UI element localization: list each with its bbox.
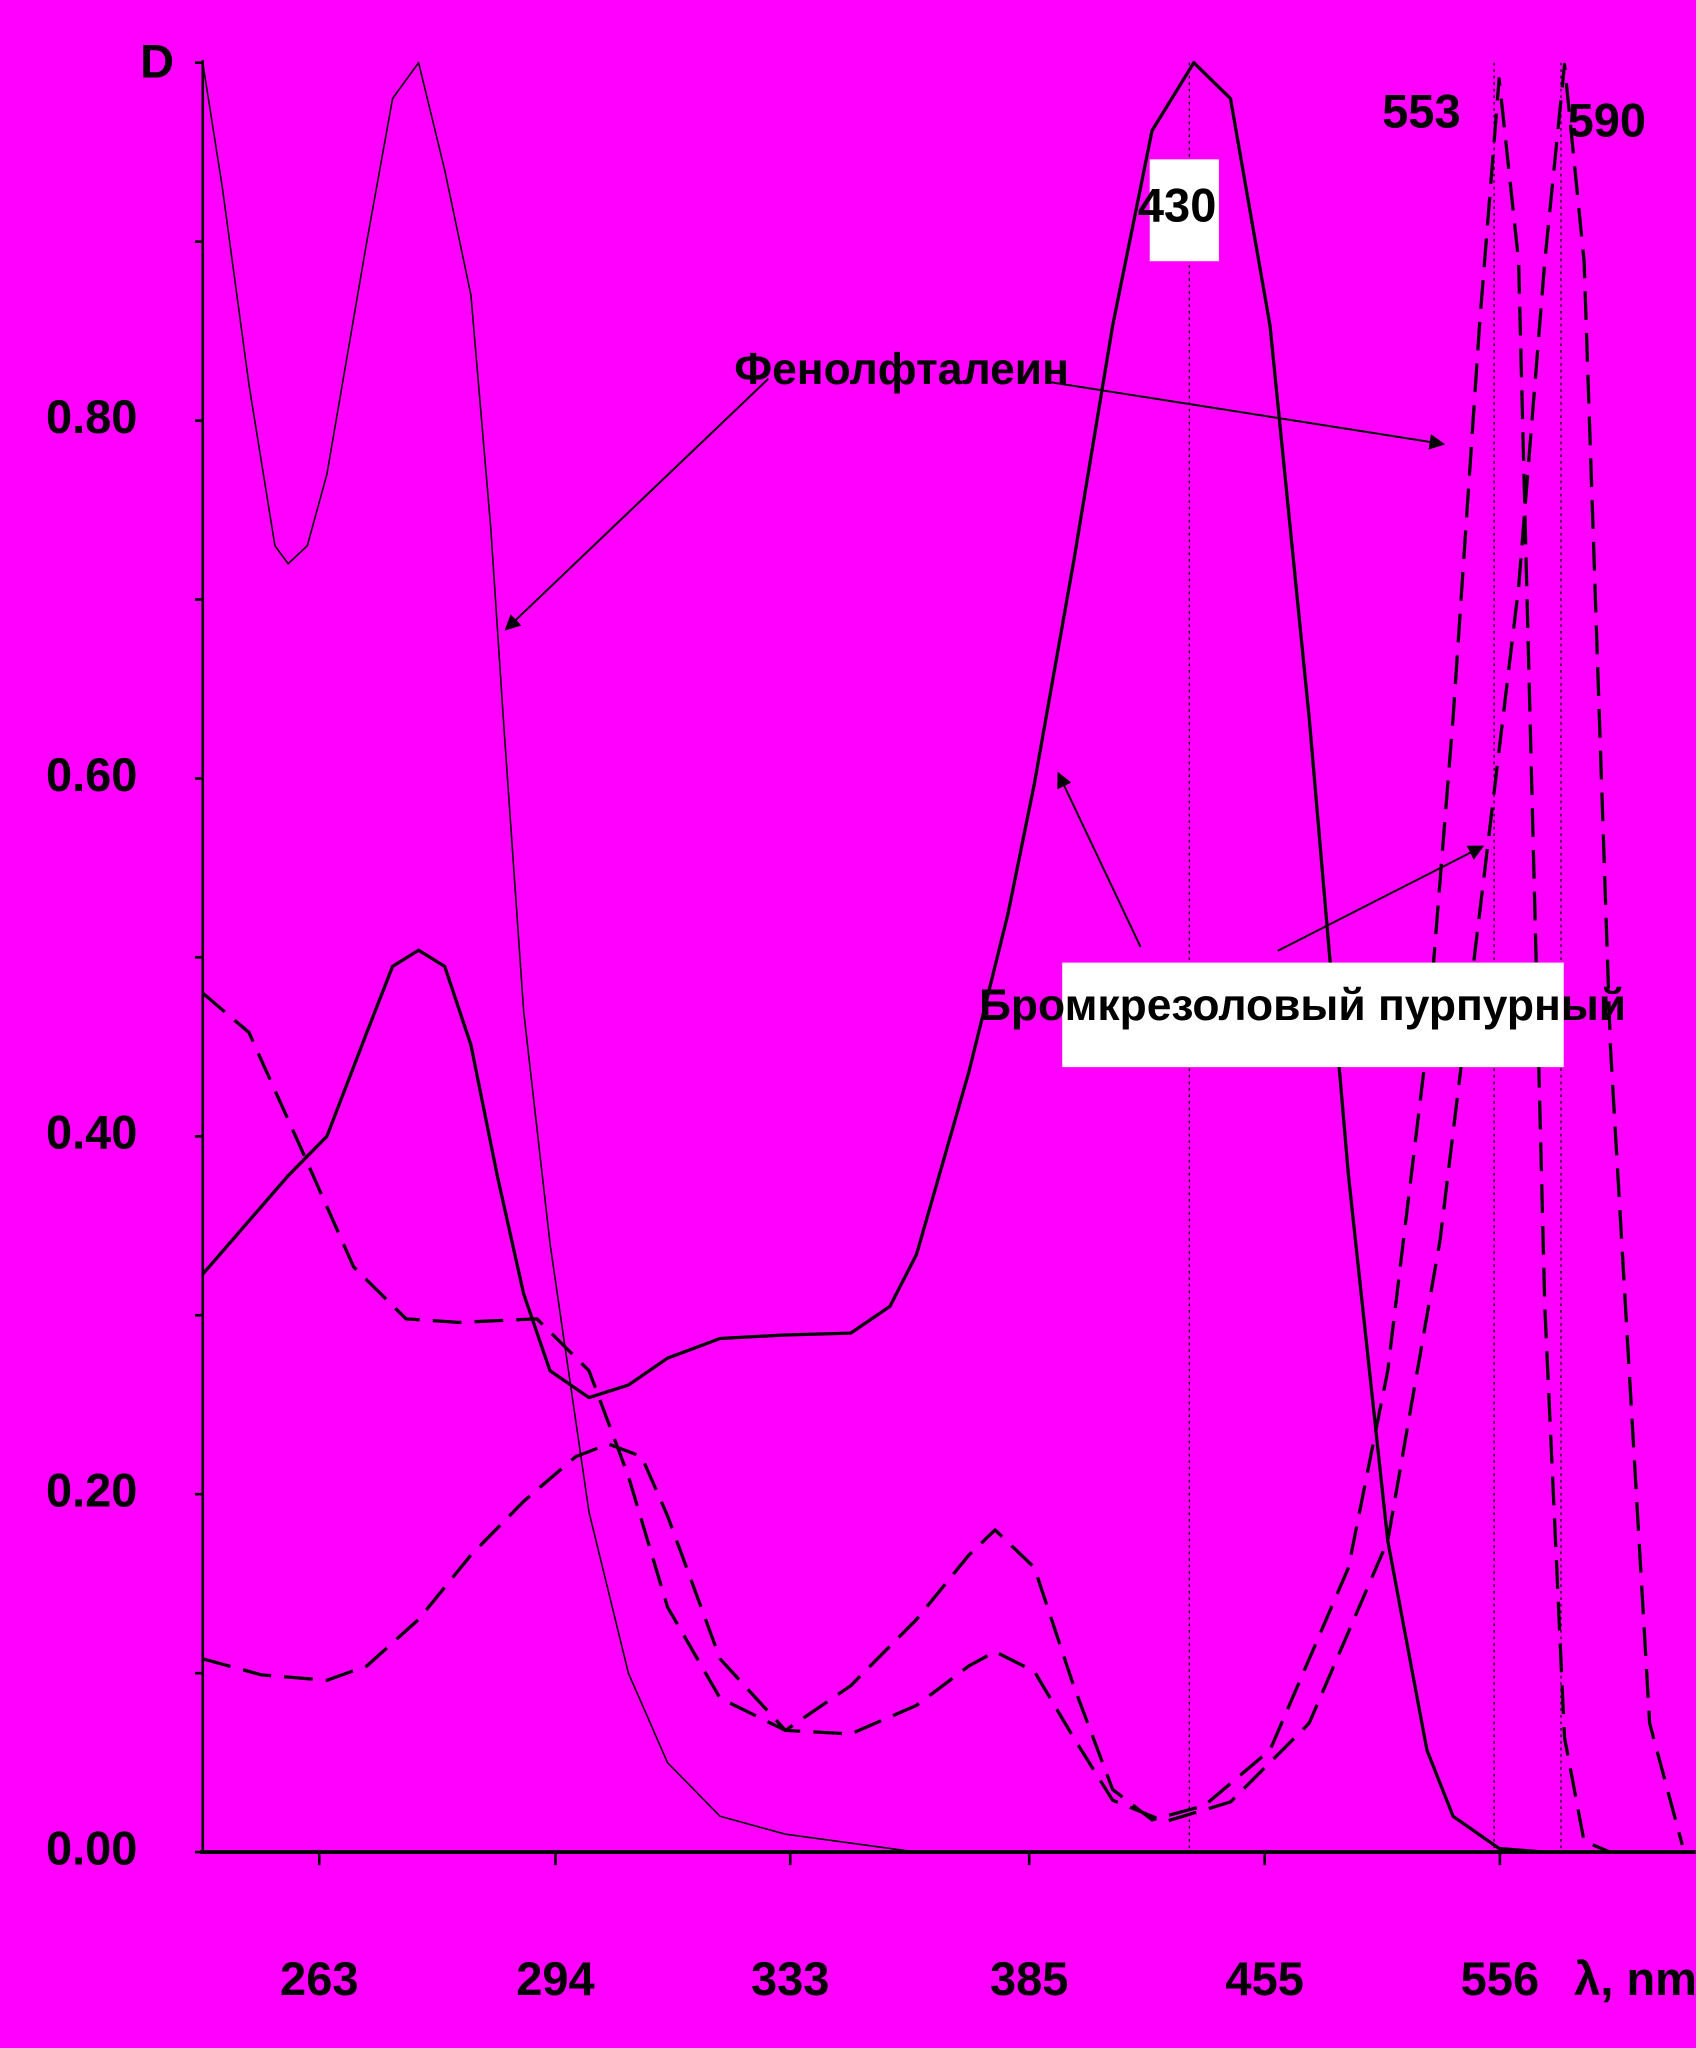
arrow [504, 378, 770, 631]
x-tick-label: 263 [280, 1952, 358, 2005]
x-axis-label: λ, nm [1574, 1952, 1696, 2005]
arrow [1057, 771, 1142, 948]
y-tick-label: 0.40 [46, 1106, 138, 1159]
annotation-box [1062, 962, 1564, 1068]
series-line [202, 62, 1684, 1846]
series-line [201, 61, 1545, 1854]
y-tick-label: 0.20 [46, 1464, 138, 1517]
annotation: Фенолфталеин [734, 345, 1069, 394]
y-tick-label: 0.00 [46, 1822, 138, 1875]
x-tick-label: 294 [516, 1952, 594, 2005]
series-line [201, 77, 1611, 1854]
arrow [1045, 380, 1446, 450]
arrow [1277, 845, 1485, 952]
peak-label-box [1149, 159, 1219, 262]
series-line [202, 61, 1048, 1853]
peak-label: 590 [1568, 94, 1646, 147]
annotation: Бромкрезоловый пурпурный [979, 981, 1626, 1030]
x-tick-label: 556 [1461, 1952, 1539, 2005]
x-tick-label: 385 [990, 1952, 1068, 2005]
x-tick-label: 455 [1225, 1952, 1303, 2005]
y-tick-label: 0.80 [46, 390, 138, 443]
peak-label: 553 [1382, 84, 1460, 137]
y-axis-label: D [140, 35, 174, 88]
y-tick-label: 0.60 [46, 748, 138, 801]
peak-label: 430 [1138, 178, 1216, 231]
x-tick-label: 333 [751, 1952, 829, 2005]
